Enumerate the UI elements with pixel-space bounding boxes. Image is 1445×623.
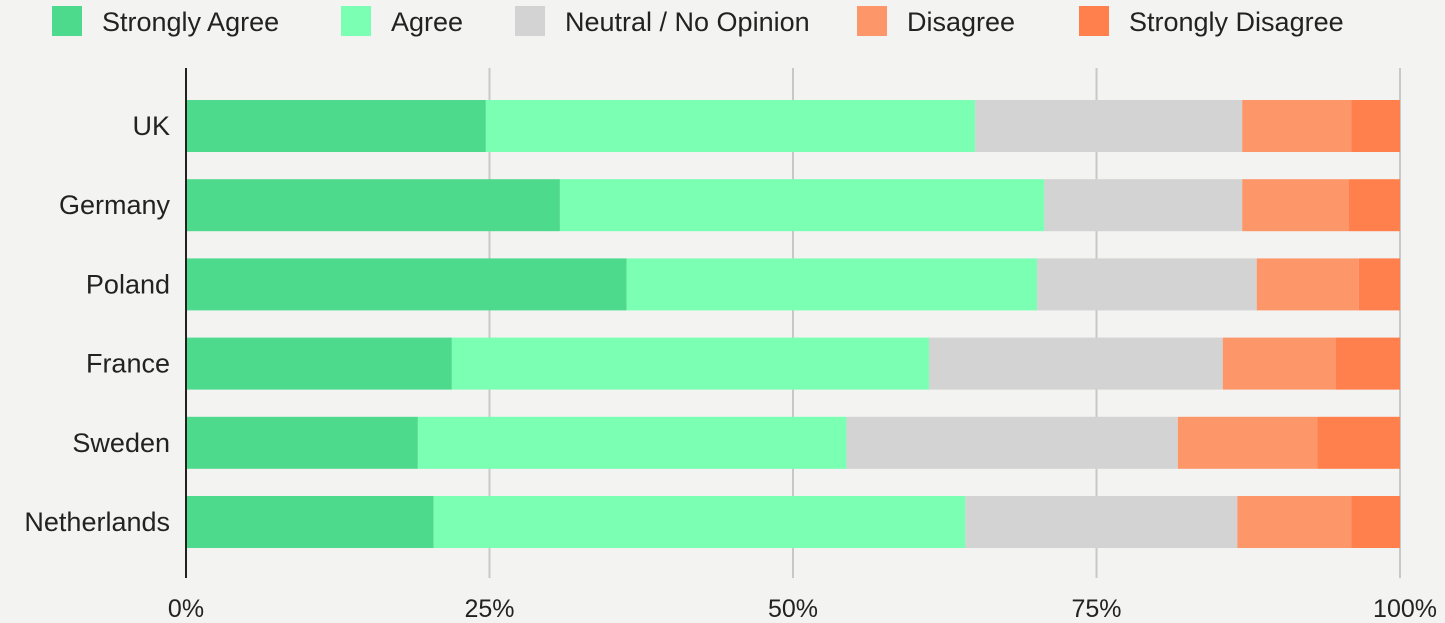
legend-item-neutral-no-opinion: Neutral / No Opinion	[515, 6, 810, 37]
bars	[186, 100, 1400, 548]
bar-row-sweden	[186, 416, 1400, 469]
bar-sweden-strongly-disagree	[1317, 416, 1400, 469]
bar-sweden-strongly-agree	[186, 416, 418, 469]
legend-swatch	[515, 6, 545, 36]
bar-uk-agree	[485, 100, 976, 152]
legend-label: Strongly Disagree	[1129, 7, 1344, 37]
x-tick-label: 50%	[768, 595, 818, 623]
legend-label: Neutral / No Opinion	[565, 7, 810, 37]
bar-france-agree	[451, 337, 929, 390]
legend: Strongly Agree Agree Neutral / No Opinion D…	[52, 6, 1344, 37]
category-label-germany: Germany	[59, 190, 171, 220]
x-tick-label: 25%	[464, 595, 514, 623]
bar-germany-strongly-agree	[186, 179, 560, 232]
bar-row-netherlands	[186, 496, 1400, 548]
legend-swatch	[857, 6, 887, 36]
legend-item-disagree: Disagree	[857, 6, 1015, 37]
bar-uk-strongly-disagree	[1351, 100, 1400, 152]
bar-germany-neutral-no-opinion	[1044, 179, 1243, 232]
bar-netherlands-disagree	[1237, 496, 1352, 548]
bar-france-strongly-disagree	[1335, 337, 1400, 390]
bar-row-france	[186, 337, 1400, 390]
legend-swatch	[52, 6, 82, 36]
legend-label: Strongly Agree	[102, 7, 279, 37]
bar-row-poland	[186, 258, 1400, 311]
gridlines	[488, 68, 1401, 578]
bar-uk-disagree	[1242, 100, 1352, 152]
category-labels: UK Germany Poland France Sweden Netherlands	[24, 111, 170, 537]
legend-item-strongly-agree: Strongly Agree	[52, 6, 279, 37]
legend-item-strongly-disagree: Strongly Disagree	[1079, 6, 1344, 37]
legend-swatch	[341, 6, 371, 36]
legend-item-agree: Agree	[341, 6, 463, 37]
category-label-france: France	[86, 349, 170, 379]
category-label-netherlands: Netherlands	[24, 507, 170, 537]
bar-poland-strongly-agree	[186, 258, 627, 311]
x-tick-label: 100%	[1373, 595, 1437, 623]
bar-poland-neutral-no-opinion	[1037, 258, 1257, 311]
x-axis-tick-labels: 0% 25% 50% 75% 100%	[168, 595, 1437, 623]
bar-france-disagree	[1222, 337, 1336, 390]
bar-france-strongly-agree	[186, 337, 452, 390]
bar-sweden-neutral-no-opinion	[846, 416, 1178, 469]
bar-germany-strongly-disagree	[1349, 179, 1400, 232]
legend-swatch	[1079, 6, 1109, 36]
bar-poland-disagree	[1256, 258, 1359, 311]
bar-netherlands-neutral-no-opinion	[965, 496, 1238, 548]
bar-germany-disagree	[1242, 179, 1350, 232]
legend-label: Agree	[391, 7, 463, 37]
bar-row-germany	[186, 179, 1400, 232]
bar-netherlands-agree	[433, 496, 966, 548]
bar-netherlands-strongly-agree	[186, 496, 434, 548]
bar-poland-strongly-disagree	[1358, 258, 1400, 311]
bar-row-uk	[186, 100, 1400, 152]
bar-netherlands-strongly-disagree	[1351, 496, 1400, 548]
bar-germany-agree	[559, 179, 1045, 232]
category-label-uk: UK	[132, 111, 170, 141]
x-tick-label: 75%	[1071, 595, 1121, 623]
bar-uk-strongly-agree	[186, 100, 486, 152]
legend-label: Disagree	[907, 7, 1015, 37]
category-label-sweden: Sweden	[72, 428, 170, 458]
bar-uk-neutral-no-opinion	[975, 100, 1243, 152]
bar-france-neutral-no-opinion	[928, 337, 1223, 390]
category-label-poland: Poland	[86, 269, 170, 299]
bar-sweden-agree	[417, 416, 847, 469]
bar-sweden-disagree	[1177, 416, 1318, 469]
x-tick-label: 0%	[168, 595, 204, 623]
bar-poland-agree	[626, 258, 1038, 311]
